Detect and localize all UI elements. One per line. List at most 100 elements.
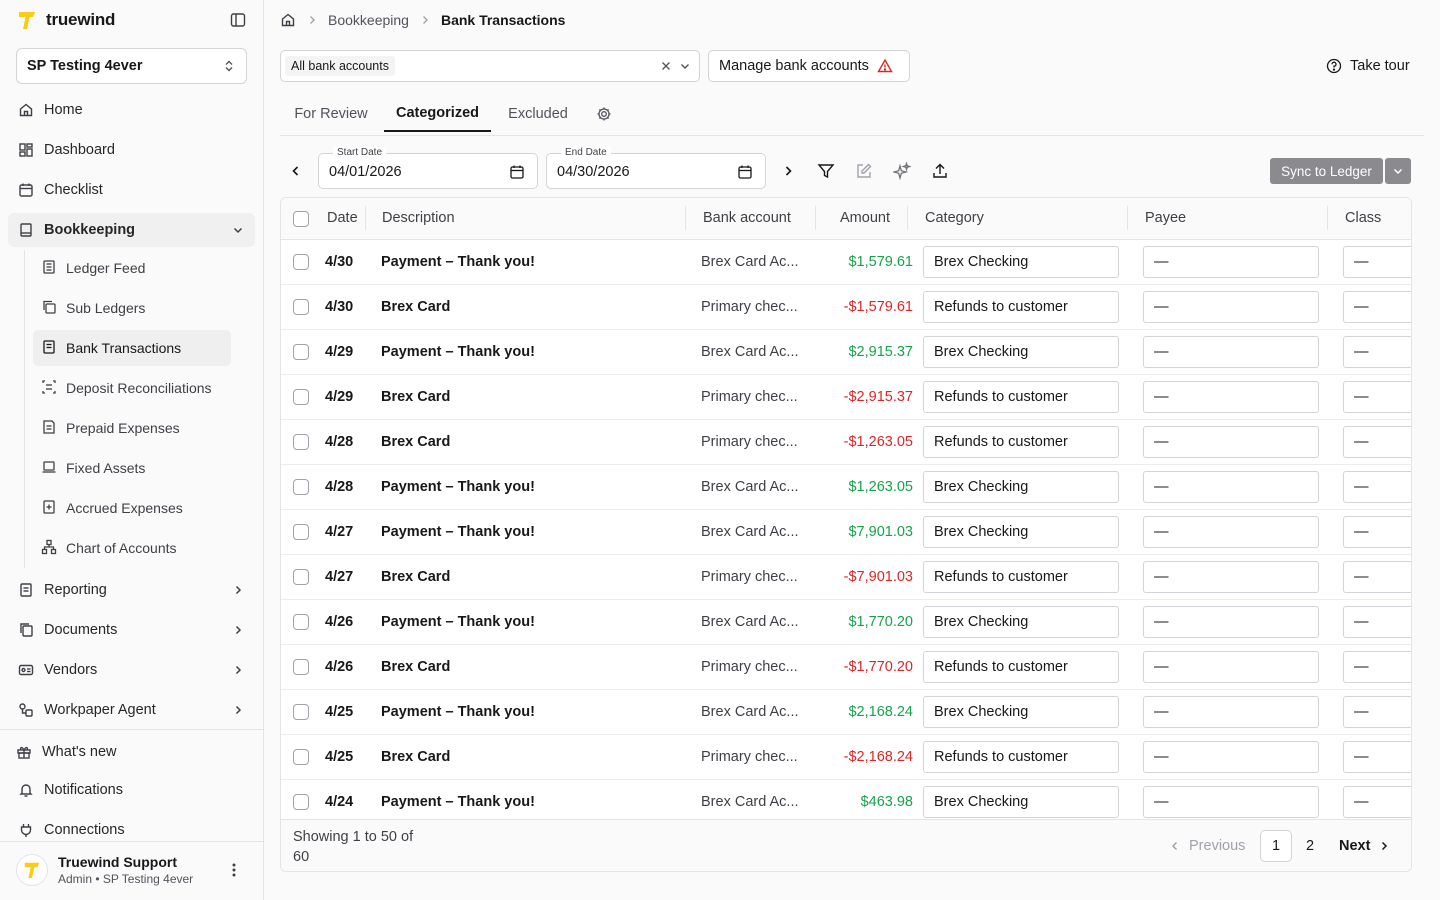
next-page-button[interactable]: Next xyxy=(1339,836,1390,856)
take-tour-button[interactable]: Take tour xyxy=(1326,56,1410,76)
user-profile[interactable]: Truewind Support Admin • SP Testing 4eve… xyxy=(16,846,256,894)
table-row[interactable]: 4/29 Payment – Thank you! Brex Card Ac... $… xyxy=(281,330,1411,375)
table-row[interactable]: 4/30 Payment – Thank you! Brex Card Ac... $… xyxy=(281,240,1411,285)
sidebar-toggle-icon[interactable] xyxy=(228,10,248,30)
table-row[interactable]: 4/27 Payment – Thank you! Brex Card Ac... $… xyxy=(281,510,1411,555)
row-checkbox[interactable] xyxy=(293,254,309,270)
bank-account-select[interactable]: All bank accounts xyxy=(280,50,700,82)
subnav-deposit-reconciliations[interactable]: Deposit Reconciliations xyxy=(33,370,231,406)
payee-select[interactable]: — xyxy=(1143,696,1319,728)
nav-whats-new[interactable]: What's new xyxy=(8,735,255,769)
payee-select[interactable]: — xyxy=(1143,786,1319,818)
class-select[interactable]: — xyxy=(1343,606,1411,638)
table-row[interactable]: 4/24 Payment – Thank you! Brex Card Ac... $… xyxy=(281,780,1411,825)
class-select[interactable]: — xyxy=(1343,336,1411,368)
breadcrumb-bookkeeping[interactable]: Bookkeeping xyxy=(328,12,409,28)
category-select[interactable]: Brex Checking xyxy=(923,696,1119,728)
table-row[interactable]: 4/27 Brex Card Primary chec... -$7,901.03 Re… xyxy=(281,555,1411,600)
class-select[interactable]: — xyxy=(1343,561,1411,593)
header-description[interactable]: Description xyxy=(382,210,455,226)
previous-period-icon[interactable] xyxy=(286,161,306,181)
brand[interactable]: truewind xyxy=(16,8,115,32)
subnav-chart-of-accounts[interactable]: Chart of Accounts xyxy=(33,530,231,566)
subnav-bank-transactions[interactable]: Bank Transactions xyxy=(33,330,231,366)
category-select[interactable]: Brex Checking xyxy=(923,471,1119,503)
page-1-button[interactable]: 1 xyxy=(1260,830,1292,862)
row-checkbox[interactable] xyxy=(293,614,309,630)
org-selector[interactable]: SP Testing 4ever xyxy=(16,48,247,84)
tab-excluded[interactable]: Excluded xyxy=(508,106,568,122)
category-select[interactable]: Brex Checking xyxy=(923,336,1119,368)
table-row[interactable]: 4/28 Brex Card Primary chec... -$1,263.05 Re… xyxy=(281,420,1411,465)
row-checkbox[interactable] xyxy=(293,344,309,360)
payee-select[interactable]: — xyxy=(1143,741,1319,773)
row-checkbox[interactable] xyxy=(293,794,309,810)
table-row[interactable]: 4/29 Brex Card Primary chec... -$2,915.37 Re… xyxy=(281,375,1411,420)
category-select[interactable]: Refunds to customer xyxy=(923,291,1119,323)
row-checkbox[interactable] xyxy=(293,479,309,495)
nav-connections[interactable]: Connections xyxy=(8,813,255,847)
category-select[interactable]: Brex Checking xyxy=(923,786,1119,818)
payee-select[interactable]: — xyxy=(1143,426,1319,458)
payee-select[interactable]: — xyxy=(1143,471,1319,503)
payee-select[interactable]: — xyxy=(1143,291,1319,323)
payee-select[interactable]: — xyxy=(1143,336,1319,368)
row-checkbox[interactable] xyxy=(293,704,309,720)
tab-for-review[interactable]: For Review xyxy=(294,106,368,122)
page-2-button[interactable]: 2 xyxy=(1305,838,1315,854)
class-select[interactable]: — xyxy=(1343,291,1411,323)
table-row[interactable]: 4/25 Brex Card Primary chec... -$2,168.24 Re… xyxy=(281,735,1411,780)
category-select[interactable]: Refunds to customer xyxy=(923,561,1119,593)
row-checkbox[interactable] xyxy=(293,659,309,675)
class-select[interactable]: — xyxy=(1343,786,1411,818)
header-amount[interactable]: Amount xyxy=(840,210,890,226)
subnav-prepaid-expenses[interactable]: Prepaid Expenses xyxy=(33,410,231,446)
table-row[interactable]: 4/26 Brex Card Primary chec... -$1,770.20 Re… xyxy=(281,645,1411,690)
row-checkbox[interactable] xyxy=(293,524,309,540)
nav-home[interactable]: Home xyxy=(8,93,255,127)
filter-icon[interactable] xyxy=(817,162,835,180)
table-row[interactable]: 4/26 Payment – Thank you! Brex Card Ac... $… xyxy=(281,600,1411,645)
more-vertical-icon[interactable] xyxy=(226,860,242,880)
class-select[interactable]: — xyxy=(1343,516,1411,548)
subnav-sub-ledgers[interactable]: Sub Ledgers xyxy=(33,290,231,326)
header-class[interactable]: Class xyxy=(1345,210,1382,226)
nav-notifications[interactable]: Notifications xyxy=(8,773,255,807)
calendar-icon[interactable] xyxy=(737,164,753,180)
gear-icon[interactable] xyxy=(596,106,612,122)
tab-categorized[interactable]: Categorized xyxy=(384,96,491,132)
class-select[interactable]: — xyxy=(1343,696,1411,728)
next-period-icon[interactable] xyxy=(778,161,798,181)
table-row[interactable]: 4/28 Payment – Thank you! Brex Card Ac... $… xyxy=(281,465,1411,510)
category-select[interactable]: Brex Checking xyxy=(923,606,1119,638)
subnav-ledger-feed[interactable]: Ledger Feed xyxy=(33,250,231,286)
subnav-fixed-assets[interactable]: Fixed Assets xyxy=(33,450,231,486)
end-date-field[interactable]: End Date 04/30/2026 xyxy=(546,147,766,189)
payee-select[interactable]: — xyxy=(1143,246,1319,278)
header-payee[interactable]: Payee xyxy=(1145,210,1187,226)
payee-select[interactable]: — xyxy=(1143,606,1319,638)
category-select[interactable]: Refunds to customer xyxy=(923,741,1119,773)
payee-select[interactable]: — xyxy=(1143,561,1319,593)
payee-select[interactable]: — xyxy=(1143,381,1319,413)
manage-bank-accounts-button[interactable]: Manage bank accounts xyxy=(708,50,910,82)
row-checkbox[interactable] xyxy=(293,299,309,315)
category-select[interactable]: Refunds to customer xyxy=(923,651,1119,683)
start-date-field[interactable]: Start Date 04/01/2026 xyxy=(318,147,538,189)
select-all-checkbox[interactable] xyxy=(293,211,309,227)
nav-bookkeeping[interactable]: Bookkeeping xyxy=(8,213,255,247)
edit-icon[interactable] xyxy=(855,162,873,180)
nav-vendors[interactable]: Vendors xyxy=(8,653,255,687)
class-select[interactable]: — xyxy=(1343,651,1411,683)
home-icon[interactable] xyxy=(280,12,296,28)
sync-to-ledger-button[interactable]: Sync to Ledger xyxy=(1270,158,1383,184)
previous-page-button[interactable]: Previous xyxy=(1169,836,1245,856)
payee-select[interactable]: — xyxy=(1143,651,1319,683)
payee-select[interactable]: — xyxy=(1143,516,1319,548)
category-select[interactable]: Refunds to customer xyxy=(923,381,1119,413)
header-bank-account[interactable]: Bank account xyxy=(703,210,791,226)
nav-reporting[interactable]: Reporting xyxy=(8,573,255,607)
class-select[interactable]: — xyxy=(1343,471,1411,503)
row-checkbox[interactable] xyxy=(293,569,309,585)
sparkles-icon[interactable] xyxy=(893,162,911,180)
